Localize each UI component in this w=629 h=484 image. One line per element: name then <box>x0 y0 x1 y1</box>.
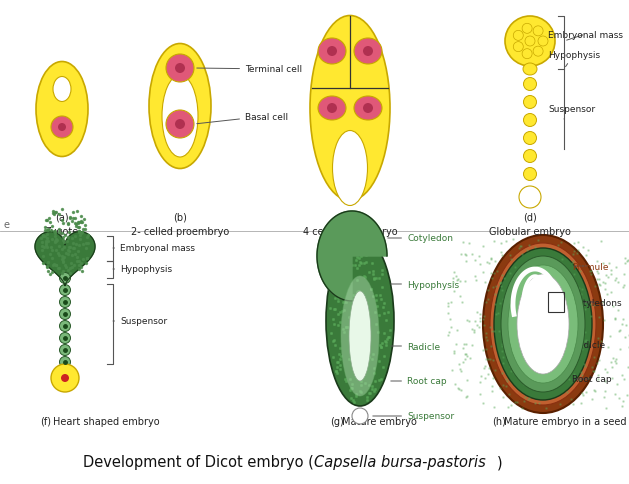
Text: ): ) <box>497 454 503 469</box>
Text: Hypophysis: Hypophysis <box>113 265 172 274</box>
Ellipse shape <box>60 357 70 368</box>
Ellipse shape <box>505 17 555 67</box>
Ellipse shape <box>175 120 185 130</box>
Text: (d): (d) <box>523 212 537 223</box>
Polygon shape <box>35 232 95 286</box>
Ellipse shape <box>522 24 532 34</box>
Text: Mature embryo in a seed: Mature embryo in a seed <box>504 416 626 426</box>
Ellipse shape <box>494 248 592 400</box>
Ellipse shape <box>60 285 70 296</box>
Ellipse shape <box>162 76 198 158</box>
Ellipse shape <box>517 274 569 374</box>
Ellipse shape <box>363 104 373 114</box>
Ellipse shape <box>333 131 367 206</box>
Ellipse shape <box>166 55 194 83</box>
Text: Zygote: Zygote <box>45 227 79 237</box>
Ellipse shape <box>522 49 532 60</box>
Ellipse shape <box>175 64 185 74</box>
Text: Mature embryo: Mature embryo <box>342 416 417 426</box>
Text: Terminal cell: Terminal cell <box>197 65 302 75</box>
Text: e: e <box>3 220 9 229</box>
Text: Basal cell: Basal cell <box>197 112 288 124</box>
Text: Cotyledons: Cotyledons <box>572 298 623 307</box>
Ellipse shape <box>523 150 537 163</box>
Ellipse shape <box>166 111 194 139</box>
Ellipse shape <box>533 47 543 57</box>
Text: Root cap: Root cap <box>391 377 447 386</box>
Text: (f): (f) <box>40 416 51 426</box>
Ellipse shape <box>523 64 537 76</box>
Text: (b): (b) <box>173 212 187 223</box>
Text: Suspensor: Suspensor <box>373 412 454 421</box>
Text: Development of Dicot embryo (: Development of Dicot embryo ( <box>83 454 314 469</box>
Ellipse shape <box>327 47 337 57</box>
Ellipse shape <box>354 39 382 65</box>
Ellipse shape <box>60 345 70 356</box>
Text: (g): (g) <box>330 416 344 426</box>
Ellipse shape <box>523 168 537 181</box>
Ellipse shape <box>501 257 585 392</box>
Ellipse shape <box>149 45 211 169</box>
Text: Suspensor: Suspensor <box>113 317 167 326</box>
Text: (a): (a) <box>55 212 69 223</box>
Ellipse shape <box>533 27 543 37</box>
Ellipse shape <box>349 291 371 381</box>
Ellipse shape <box>310 16 390 201</box>
Ellipse shape <box>36 62 88 157</box>
Polygon shape <box>317 212 387 302</box>
Ellipse shape <box>525 37 535 47</box>
Ellipse shape <box>523 96 537 109</box>
Ellipse shape <box>51 364 79 392</box>
Ellipse shape <box>53 77 71 102</box>
Ellipse shape <box>60 321 70 332</box>
Ellipse shape <box>327 104 337 114</box>
Ellipse shape <box>354 97 382 121</box>
Ellipse shape <box>508 265 578 383</box>
Ellipse shape <box>51 117 73 139</box>
Ellipse shape <box>58 124 66 132</box>
Ellipse shape <box>352 408 368 424</box>
Ellipse shape <box>60 273 70 284</box>
Text: Capsella bursa-pastoris: Capsella bursa-pastoris <box>314 454 486 469</box>
Text: Plumule: Plumule <box>572 262 608 271</box>
Ellipse shape <box>513 31 523 41</box>
Ellipse shape <box>318 97 346 121</box>
Ellipse shape <box>523 78 537 91</box>
Text: Embryonal mass: Embryonal mass <box>113 244 195 253</box>
Ellipse shape <box>61 374 69 382</box>
Text: Embryonal mass: Embryonal mass <box>548 30 623 41</box>
Ellipse shape <box>513 43 523 53</box>
Text: Suspensor: Suspensor <box>548 106 595 120</box>
Text: Root cap: Root cap <box>572 375 611 384</box>
Ellipse shape <box>523 132 537 145</box>
Ellipse shape <box>523 114 537 127</box>
Ellipse shape <box>519 187 541 209</box>
Text: 2- celled proembryo: 2- celled proembryo <box>131 227 229 237</box>
Text: Cotyledon: Cotyledon <box>387 234 453 243</box>
Ellipse shape <box>490 243 596 405</box>
Text: Hypophysis: Hypophysis <box>391 280 459 289</box>
Ellipse shape <box>60 309 70 320</box>
Ellipse shape <box>326 237 394 406</box>
Text: Heart shaped embryo: Heart shaped embryo <box>53 416 160 426</box>
Text: Radicle: Radicle <box>391 342 440 351</box>
Text: Globular embryo: Globular embryo <box>489 227 571 237</box>
Text: (c): (c) <box>343 212 357 223</box>
Ellipse shape <box>318 39 346 65</box>
Ellipse shape <box>341 276 379 396</box>
Text: (h): (h) <box>492 416 506 426</box>
Ellipse shape <box>363 47 373 57</box>
Ellipse shape <box>60 333 70 344</box>
Ellipse shape <box>483 236 603 413</box>
Text: Hypophysis: Hypophysis <box>548 50 600 68</box>
Text: 4 celled proembryo: 4 celled proembryo <box>303 227 398 237</box>
Ellipse shape <box>60 297 70 308</box>
Text: Radicle: Radicle <box>572 340 605 349</box>
Ellipse shape <box>538 37 548 47</box>
